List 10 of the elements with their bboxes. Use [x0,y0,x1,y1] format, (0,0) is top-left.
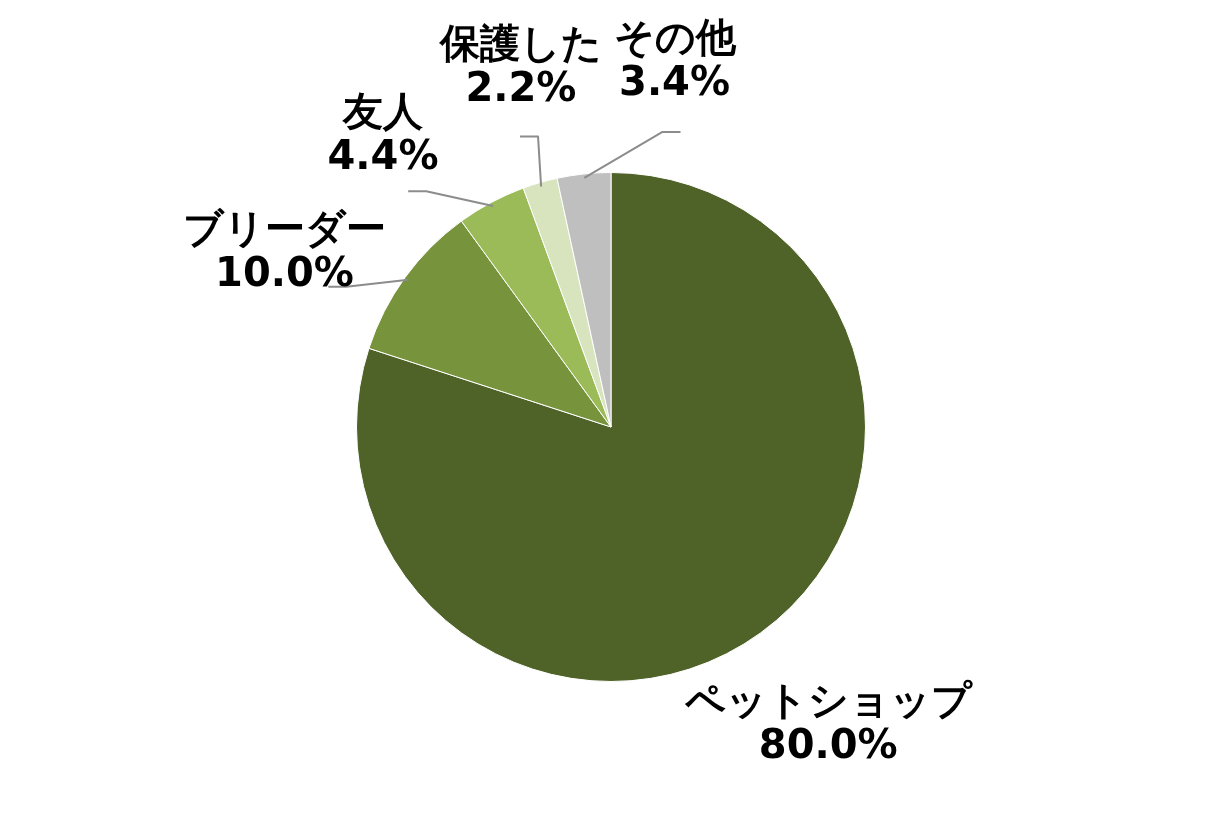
slice-label: その他 [613,14,737,61]
slice-label: 保護した [437,20,602,67]
data-label: 10.0% [215,249,354,296]
data-label: 80.0% [758,721,898,768]
slice-label: ペットショップ [683,677,973,724]
data-label: 4.4% [327,131,439,178]
data-label: 3.4% [619,58,730,105]
slice-label: ブリーダー [182,205,386,252]
data-label: 2.2% [465,64,577,111]
slice-label: 友人 [342,87,425,134]
